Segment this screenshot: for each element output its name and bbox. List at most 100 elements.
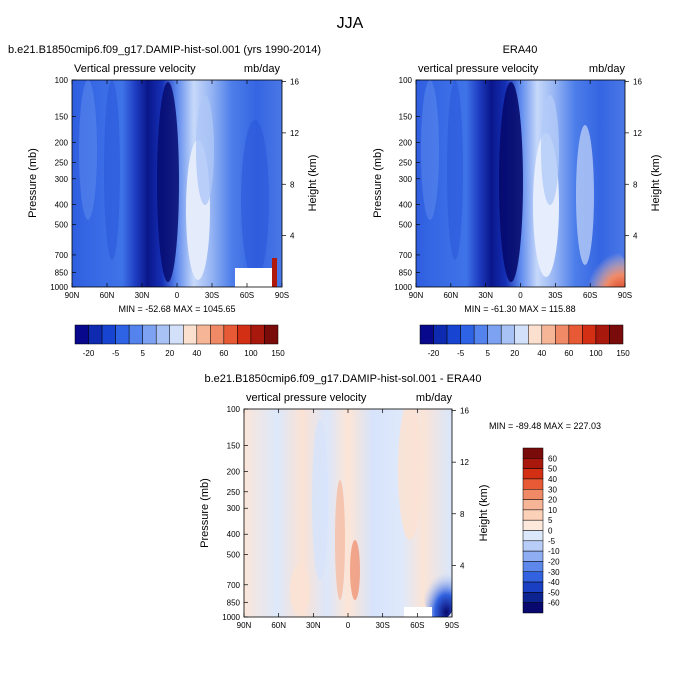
y-tick-label: 300 <box>55 175 69 184</box>
panel-model-title: b.e21.B1850cmip6.f09_g17.DAMIP-hist-sol.… <box>8 44 321 56</box>
y2-tick-label: 8 <box>290 180 295 189</box>
colorbar-swatch <box>522 581 544 593</box>
y-tick-label: 700 <box>55 251 69 260</box>
colorbar-swatch <box>460 324 475 345</box>
x-tick-label: 90N <box>237 621 252 630</box>
x-tick-label: 0 <box>175 291 180 300</box>
panel-obs-units: mb/day <box>589 63 626 75</box>
panel-obs-y2label: Height (km) <box>650 155 662 212</box>
x-tick-label: 0 <box>518 291 523 300</box>
colorbar-obs: -20 -5 5 20 40 60 100 150 <box>419 324 630 358</box>
x-tick-label: 60N <box>100 291 115 300</box>
y-tick-label: 400 <box>399 201 413 210</box>
colorbar-swatch <box>88 324 103 345</box>
y-tick-label: 850 <box>227 598 241 607</box>
panel-obs-field <box>416 80 625 287</box>
y-tick-label: 1000 <box>222 613 240 622</box>
colorbar-swatch <box>223 324 238 345</box>
x-tick-label: 30S <box>376 621 390 630</box>
x-tick-label: 90S <box>275 291 289 300</box>
y-tick-label: 150 <box>55 112 69 121</box>
colorbar-label: -5 <box>457 349 465 358</box>
x-tick-label: 90N <box>65 291 80 300</box>
colorbar-swatch <box>555 324 570 345</box>
y2-tick-label: 4 <box>290 232 295 241</box>
y-tick-label: 500 <box>55 221 69 230</box>
colorbar-label: -20 <box>428 349 440 358</box>
panel-diff-ylabel: Pressure (mb) <box>199 478 211 548</box>
colorbar-label: -60 <box>548 599 560 608</box>
y-tick-label: 100 <box>55 76 69 85</box>
y-tick-label: 250 <box>227 488 241 497</box>
x-tick-label: 30N <box>135 291 150 300</box>
colorbar-label: 100 <box>589 349 603 358</box>
colorbar-swatch <box>522 489 544 500</box>
colorbar-label: 60 <box>219 349 228 358</box>
x-tick-label: 90N <box>409 291 424 300</box>
panel-diff-minmax: MIN = -89.48 MAX = 227.03 <box>489 421 601 431</box>
colorbar-label: -20 <box>83 349 95 358</box>
panel-diff-field <box>244 409 452 617</box>
x-tick-label: 60S <box>240 291 254 300</box>
colorbar-swatch <box>514 324 529 345</box>
x-tick-label: 30N <box>306 621 321 630</box>
colorbar-swatch <box>568 324 583 345</box>
y-tick-label: 850 <box>55 268 69 277</box>
y-tick-label: 500 <box>227 550 241 559</box>
x-tick-label: 60S <box>583 291 597 300</box>
colorbar-label: 50 <box>548 465 557 474</box>
colorbar-swatch <box>522 468 544 480</box>
y2-tick-label: 4 <box>460 561 465 570</box>
panel-model-field <box>72 80 282 287</box>
colorbar-swatch <box>433 324 448 345</box>
panel-model-y2label: Height (km) <box>307 155 319 212</box>
colorbar-label: 60 <box>564 349 573 358</box>
colorbar-swatch <box>473 324 488 345</box>
colorbar-label: 5 <box>548 516 553 525</box>
colorbar-label: 5 <box>140 349 145 358</box>
x-tick-label: 30S <box>548 291 562 300</box>
panel-diff-units: mb/day <box>416 392 453 404</box>
y-tick-label: 500 <box>399 221 413 230</box>
colorbar-label: 150 <box>616 349 630 358</box>
y-tick-label: 1000 <box>394 283 412 292</box>
y-tick-label: 400 <box>55 201 69 210</box>
panel-obs-ylabel: Pressure (mb) <box>372 148 384 218</box>
colorbar-swatch <box>522 561 544 572</box>
colorbar-swatch <box>237 324 252 345</box>
colorbar-swatch <box>522 530 544 542</box>
panel-diff: b.e21.B1850cmip6.f09_g17.DAMIP-hist-sol.… <box>199 373 601 630</box>
figure-title: JJA <box>337 15 364 32</box>
y-tick-label: 850 <box>399 268 413 277</box>
colorbar-swatch <box>500 324 515 345</box>
y-tick-label: 150 <box>399 112 413 121</box>
x-tick-label: 30S <box>205 291 219 300</box>
y-tick-label: 250 <box>399 158 413 167</box>
colorbar-swatch <box>595 324 610 345</box>
colorbar-label: 20 <box>165 349 174 358</box>
y-tick-label: 700 <box>227 581 241 590</box>
colorbar-swatch <box>264 324 279 345</box>
colorbar-label: -50 <box>548 588 560 597</box>
y2-tick-label: 8 <box>460 510 465 519</box>
colorbar-label: 40 <box>537 349 546 358</box>
y2-tick-label: 8 <box>633 180 638 189</box>
panel-model-axes: 90N 60N 30N 0 30S 60S 90S 100 150 200 250 300 400 500… <box>50 76 299 300</box>
y-tick-label: 100 <box>227 405 241 414</box>
colorbar-label: 150 <box>271 349 285 358</box>
colorbar-swatch <box>487 324 502 345</box>
colorbar-label: -5 <box>112 349 120 358</box>
panel-model-variable: Vertical pressure velocity <box>74 63 196 75</box>
y2-tick-label: 16 <box>290 78 299 87</box>
colorbar-swatch <box>128 324 143 345</box>
x-tick-label: 60S <box>410 621 424 630</box>
panel-obs-title: ERA40 <box>503 44 538 56</box>
colorbar-label: 40 <box>548 475 557 484</box>
y2-tick-label: 16 <box>633 78 642 87</box>
colorbar-swatch <box>250 324 265 345</box>
colorbar-swatch <box>446 324 461 345</box>
colorbar-swatch <box>528 324 543 345</box>
colorbar-swatch <box>101 324 116 345</box>
y-tick-label: 400 <box>227 530 241 539</box>
